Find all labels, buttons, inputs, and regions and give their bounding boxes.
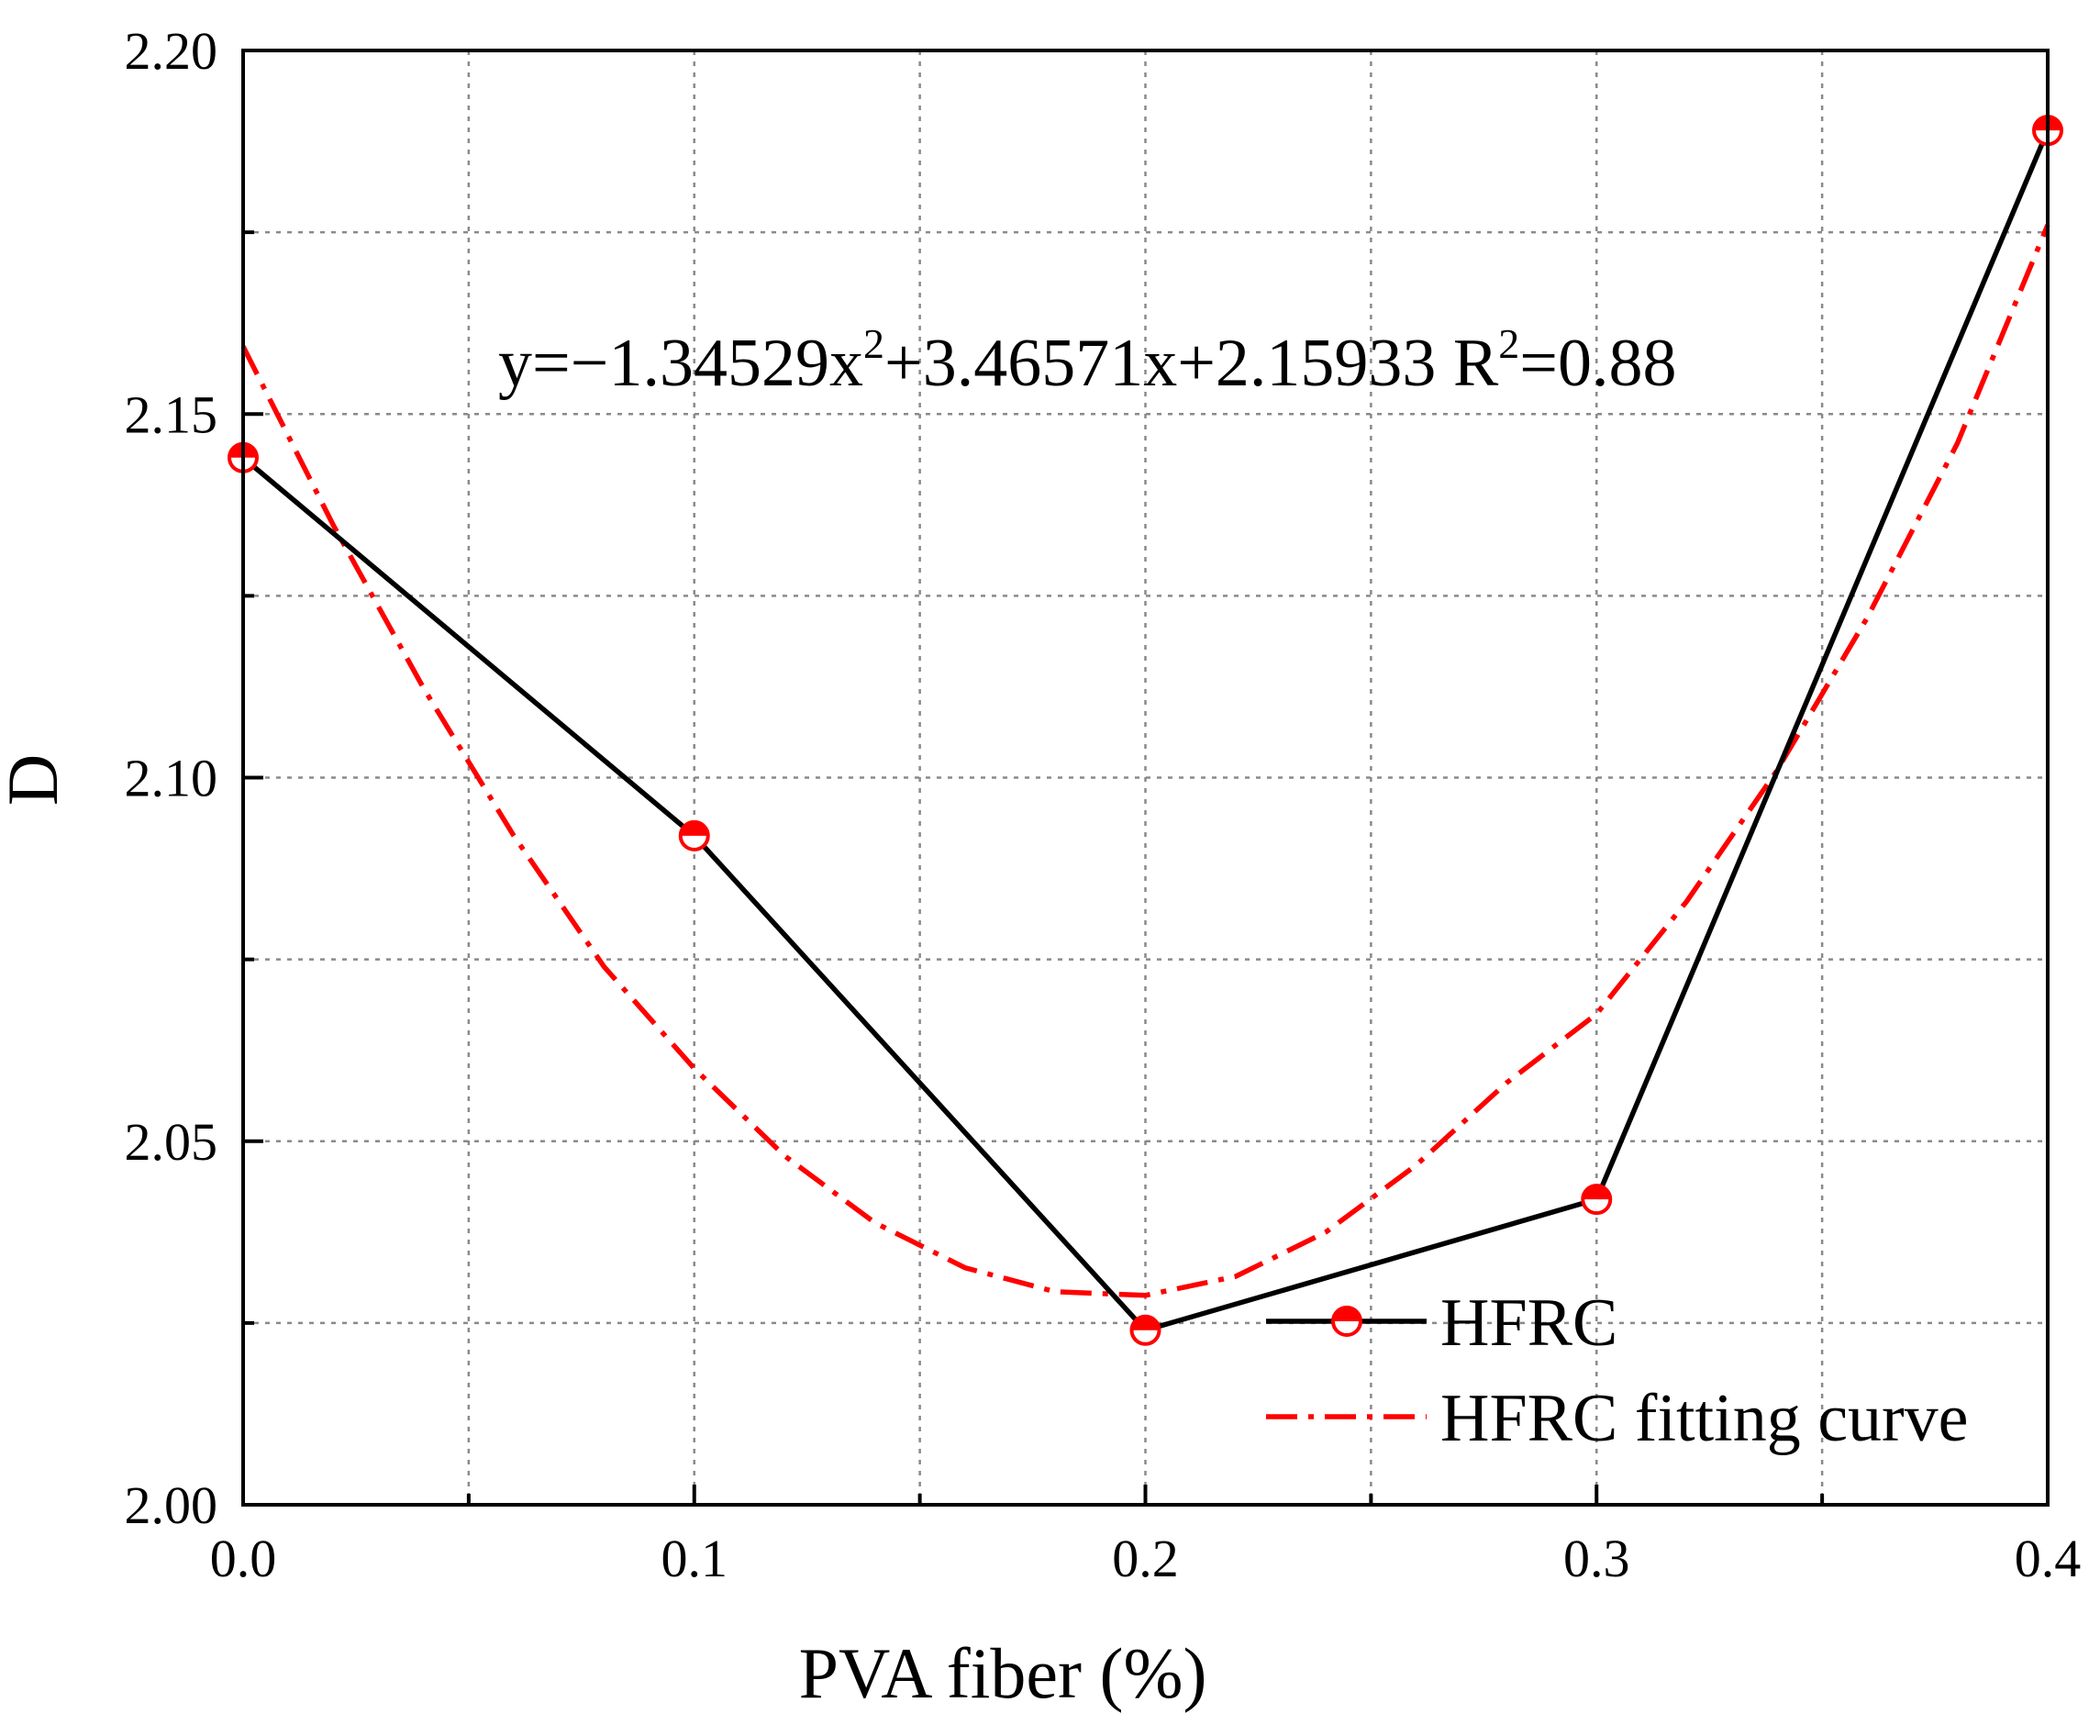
grid-lines: [243, 50, 2048, 1505]
legend-fit-label: HFRC fitting curve: [1440, 1381, 1969, 1456]
y-tick-labels: 2.00 2.05 2.10 2.15 2.20: [125, 21, 218, 1535]
y-tick-label: 2.20: [125, 21, 218, 81]
y-tick-label: 2.00: [125, 1475, 218, 1535]
x-axis-title: PVA fiber (%): [799, 1633, 1207, 1713]
data-point: [1581, 1184, 1613, 1216]
legend: HFRC HFRC fitting curve: [1266, 1285, 1969, 1456]
x-tick-label: 0.3: [1563, 1529, 1630, 1588]
x-tick-label: 0.2: [1112, 1529, 1179, 1588]
legend-hfrc-label: HFRC: [1440, 1285, 1617, 1361]
fit-r-squared-exponent: 2: [1498, 320, 1519, 367]
fit-curve-line: [240, 224, 2050, 1298]
fitting-curve: [240, 224, 2050, 1298]
axis-ticks: [241, 49, 2050, 1507]
y-axis-title: D: [0, 754, 72, 806]
y-tick-label: 2.15: [125, 384, 218, 444]
x-tick-labels: 0.0 0.1 0.2 0.3 0.4: [210, 1529, 2082, 1588]
x-tick-label: 0.1: [661, 1529, 728, 1588]
fit-equation: y=−1.34529x2+3.46571x+2.15933 R2=0.88: [498, 320, 1677, 401]
fit-equation-prefix: y=−1.34529x: [498, 326, 863, 401]
data-point-fill: [1583, 1185, 1611, 1200]
y-tick-label: 2.05: [125, 1112, 218, 1172]
data-point-fill: [680, 821, 708, 836]
data-point: [678, 819, 710, 851]
fit-equation-middle: +3.46571x+2.15933 R: [884, 326, 1499, 401]
x-tick-label: 0.0: [210, 1529, 277, 1588]
data-point-fill: [1131, 1316, 1160, 1330]
y-tick-label: 2.10: [125, 749, 218, 808]
data-point: [1129, 1314, 1161, 1346]
legend-hfrc-marker: [1331, 1306, 1362, 1337]
fit-r-squared-value: =0.88: [1519, 326, 1676, 401]
fit-equation-exponent: 2: [863, 320, 884, 367]
series-hfrc: [241, 129, 2050, 1333]
series-hfrc-markers: [228, 115, 2063, 1346]
x-tick-label: 0.4: [2015, 1529, 2082, 1588]
series-hfrc-line: [241, 129, 2050, 1333]
